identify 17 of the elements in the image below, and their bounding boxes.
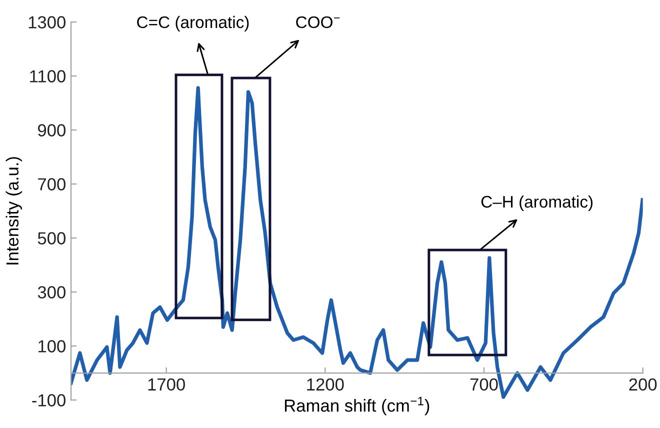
y-tick-label: 1100 [30, 70, 66, 82]
y-tick-label: 900 [38, 124, 66, 136]
y-tick-label: 300 [38, 286, 66, 298]
y-tick-label: 1300 [28, 16, 66, 28]
x-tick-label: 1200 [307, 378, 344, 391]
y-tick-label: 500 [38, 232, 66, 244]
x-axis-title: Raman shift (cm$^{−1}$) [285, 396, 430, 416]
annotation: C=C (aromatic) [137, 16, 249, 32]
annotation: C–H (aromatic) [481, 195, 593, 211]
x-tick-label: 700 [470, 378, 498, 391]
y-axis-title: Intensity (a.u.) [6, 157, 22, 264]
x-tick-label: 200 [629, 378, 657, 391]
y-tick-label: 700 [38, 178, 66, 190]
x-tick-label: 1700 [148, 378, 185, 391]
y-tick-label: -100 [32, 394, 66, 406]
annotation: COO$^{−}$ [296, 16, 340, 28]
y-tick-label: 100 [38, 340, 66, 352]
